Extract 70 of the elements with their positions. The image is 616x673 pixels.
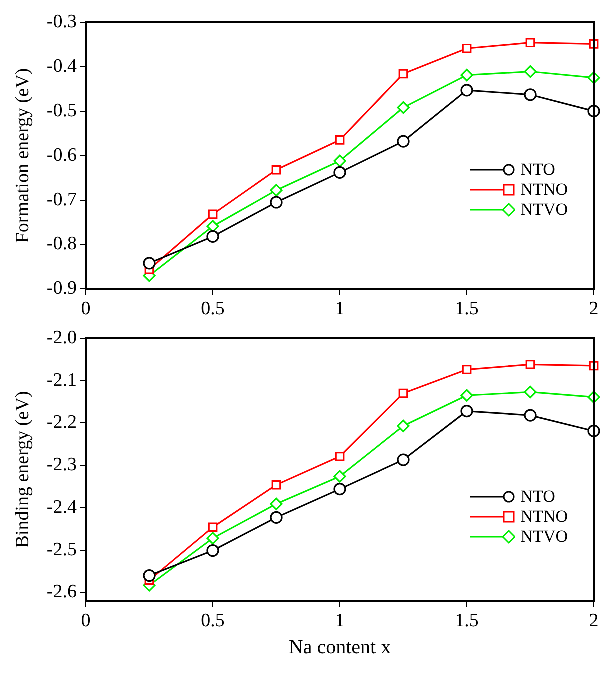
point bbox=[460, 84, 474, 97]
x-tick-label: 0 bbox=[81, 610, 91, 632]
point bbox=[397, 101, 410, 114]
x-axis-title: Na content x bbox=[288, 636, 392, 658]
legend-label: NTNO bbox=[520, 180, 568, 200]
y-tick-label: -2.5 bbox=[46, 539, 77, 560]
y-axis-title: Binding energy (eV) bbox=[12, 391, 34, 548]
y-tick-label: -2.3 bbox=[46, 454, 77, 476]
y-tick-label: -2.6 bbox=[46, 582, 77, 603]
x-tick-label: 2 bbox=[589, 610, 599, 632]
point bbox=[524, 88, 537, 102]
point bbox=[143, 569, 156, 582]
point bbox=[272, 480, 282, 490]
point bbox=[462, 44, 472, 54]
y-tick-label: -0.3 bbox=[46, 11, 77, 32]
point bbox=[270, 511, 283, 524]
x-tick-label: 1.5 bbox=[455, 610, 479, 632]
point bbox=[208, 522, 218, 532]
y-tick-label: -0.6 bbox=[46, 144, 77, 166]
y-tick-label: -0.5 bbox=[46, 100, 77, 122]
point bbox=[397, 420, 410, 432]
x-tick-label: 0.5 bbox=[201, 610, 225, 632]
point bbox=[206, 230, 220, 244]
y-tick-label: -2.4 bbox=[46, 496, 78, 518]
x-tick-label: 1 bbox=[335, 298, 345, 320]
point bbox=[524, 386, 537, 399]
point bbox=[270, 184, 283, 197]
point bbox=[524, 65, 537, 78]
y-tick-label: -0.8 bbox=[46, 234, 77, 255]
y-tick-label: -2.2 bbox=[46, 412, 77, 434]
point bbox=[270, 498, 283, 510]
x-tick-label: 1.5 bbox=[455, 298, 479, 320]
y-tick-label: -0.9 bbox=[46, 278, 77, 300]
point bbox=[143, 257, 156, 270]
point bbox=[460, 389, 474, 402]
point bbox=[526, 360, 536, 370]
y-axis-title: Formation energy (eV) bbox=[12, 68, 34, 244]
y-tick-label: -0.4 bbox=[46, 56, 78, 77]
y-tick-label: -2.1 bbox=[46, 370, 77, 391]
legend-label: NTNO bbox=[520, 507, 568, 528]
x-tick-label: 2 bbox=[589, 298, 599, 320]
legend-label: NTO bbox=[520, 487, 556, 508]
point bbox=[334, 483, 346, 496]
point bbox=[270, 196, 283, 209]
point bbox=[334, 166, 346, 179]
x-tick-label: 1 bbox=[335, 610, 345, 632]
point bbox=[334, 470, 346, 483]
point bbox=[462, 365, 472, 374]
x-tick-label: 0 bbox=[81, 298, 91, 320]
point bbox=[272, 165, 282, 175]
point bbox=[334, 154, 346, 168]
point bbox=[208, 210, 218, 220]
point bbox=[460, 405, 474, 418]
point bbox=[206, 544, 220, 558]
y-tick-label: -0.7 bbox=[46, 189, 77, 210]
point bbox=[398, 69, 408, 79]
point bbox=[398, 388, 408, 398]
point bbox=[335, 452, 345, 462]
legend-label: NTVO bbox=[520, 200, 568, 220]
point bbox=[526, 38, 536, 48]
point bbox=[397, 454, 410, 466]
legend-label: NTVO bbox=[520, 527, 568, 548]
legend-label: NTO bbox=[520, 160, 556, 180]
x-tick-label: 0.5 bbox=[201, 298, 225, 320]
point bbox=[460, 69, 474, 82]
point bbox=[335, 136, 345, 145]
y-tick-label: -2.0 bbox=[46, 327, 77, 348]
point bbox=[397, 135, 410, 148]
point bbox=[524, 409, 537, 422]
point bbox=[206, 532, 220, 545]
